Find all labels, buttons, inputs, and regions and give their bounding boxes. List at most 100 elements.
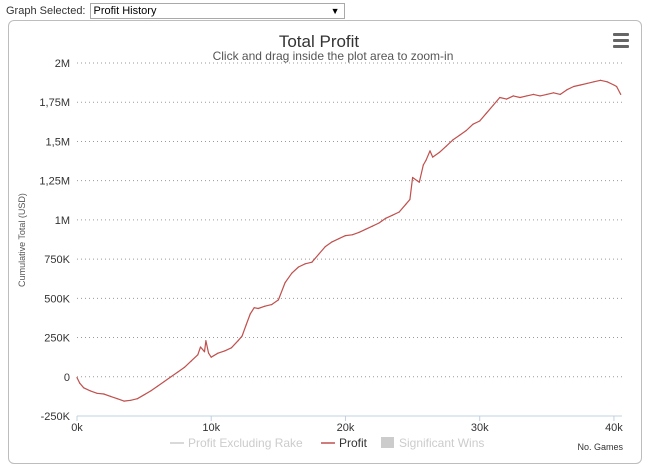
y-tick-label: 250K bbox=[44, 333, 70, 345]
profit-data-point bbox=[429, 150, 431, 152]
profit-data-point bbox=[418, 181, 420, 183]
y-axis-ticks: -250K 0 250K 500K 750K 1M 1,25M 1,5M 1,75M 2M bbox=[39, 58, 70, 423]
profit-data-point bbox=[526, 95, 528, 97]
profit-data-point bbox=[89, 390, 91, 392]
profit-data-point bbox=[83, 387, 85, 389]
y-tick-label: 750K bbox=[44, 254, 70, 266]
legend-item[interactable]: Significant Wins bbox=[381, 436, 484, 450]
profit-data-point bbox=[546, 93, 548, 95]
x-tick-label: 30k bbox=[471, 422, 489, 434]
profit-data-point bbox=[385, 217, 387, 219]
profit-data-point bbox=[116, 398, 118, 400]
profit-data-point bbox=[103, 393, 105, 395]
grid-lines bbox=[77, 62, 622, 378]
profit-data-point bbox=[241, 335, 243, 337]
profit-data-point bbox=[398, 211, 400, 213]
profit-data-point bbox=[177, 371, 179, 373]
profit-data-point bbox=[277, 299, 279, 301]
profit-data-point bbox=[123, 400, 125, 402]
legend-square-icon bbox=[381, 437, 394, 448]
profit-data-point bbox=[378, 222, 380, 224]
profit-data-point bbox=[249, 313, 251, 315]
legend-item[interactable]: Profit bbox=[321, 436, 368, 450]
profit-data-point bbox=[318, 253, 320, 255]
profit-data-point bbox=[422, 164, 424, 166]
dropdown-arrow-icon[interactable]: ▼ bbox=[330, 6, 340, 16]
profit-data-point bbox=[311, 261, 313, 263]
series-layer bbox=[76, 79, 622, 402]
profit-data-point bbox=[532, 93, 535, 95]
y-tick-label: 1,5M bbox=[46, 136, 70, 148]
profit-data-point bbox=[519, 96, 521, 99]
profit-data-point bbox=[552, 92, 555, 94]
profit-data-point bbox=[324, 246, 326, 248]
x-axis-title: No. Games bbox=[577, 442, 623, 452]
chart-legend[interactable]: Profit Excluding Rake Profit Significant W… bbox=[170, 436, 484, 450]
profit-data-point bbox=[224, 350, 226, 352]
profit-data-point bbox=[365, 228, 367, 230]
profit-data-point bbox=[438, 151, 440, 153]
profit-data-point bbox=[566, 89, 568, 91]
profit-data-point bbox=[452, 139, 454, 141]
profit-data-point bbox=[445, 145, 447, 147]
profit-data-point bbox=[304, 263, 306, 265]
x-tick-label: 10k bbox=[202, 422, 220, 434]
profit-data-point bbox=[371, 225, 373, 227]
profit-data-point bbox=[79, 382, 81, 384]
chart-title: Total Profit bbox=[279, 32, 360, 51]
profit-data-point bbox=[199, 346, 202, 348]
profit-data-point bbox=[506, 98, 508, 100]
profit-data-point bbox=[208, 352, 210, 354]
profit-data-point bbox=[217, 352, 219, 354]
profit-data-point bbox=[499, 96, 501, 99]
profit-data-point bbox=[573, 85, 575, 88]
profit-data-point bbox=[465, 129, 467, 132]
profit-data-point bbox=[539, 95, 541, 97]
profit-data-point bbox=[459, 134, 461, 136]
profit-data-point bbox=[130, 399, 132, 401]
profit-data-point bbox=[257, 307, 259, 310]
profit-data-point bbox=[245, 324, 247, 326]
profit-data-point bbox=[230, 347, 232, 349]
chart-subtitle: Click and drag inside the plot area to z… bbox=[213, 49, 454, 63]
profit-data-point bbox=[331, 241, 333, 243]
x-tick-label: 20k bbox=[337, 422, 355, 434]
profit-data-point bbox=[150, 390, 152, 392]
profit-data-point bbox=[136, 398, 138, 400]
profit-data-point bbox=[391, 214, 394, 216]
y-tick-label: 1M bbox=[55, 215, 70, 227]
profit-data-point bbox=[190, 360, 192, 362]
profit-data-point bbox=[271, 304, 273, 306]
profit-data-point bbox=[613, 84, 615, 86]
profit-data-point bbox=[586, 82, 588, 84]
profit-data-point bbox=[479, 120, 481, 122]
graph-selector-bar: Graph Selected: Profit History ▼ bbox=[6, 3, 345, 19]
legend-label: Profit Excluding Rake bbox=[188, 436, 303, 450]
profit-data-point bbox=[253, 307, 255, 309]
profit-data-point bbox=[264, 305, 266, 307]
y-tick-label: -250K bbox=[41, 411, 71, 423]
profit-data-point bbox=[485, 112, 487, 114]
profit-data-point bbox=[616, 85, 618, 88]
y-tick-label: 1,25M bbox=[39, 176, 70, 188]
profit-data-point bbox=[197, 354, 199, 356]
profit-data-point bbox=[358, 231, 360, 233]
profit-data-point bbox=[405, 203, 407, 205]
profit-data-point bbox=[205, 340, 207, 342]
graph-select-value: Profit History bbox=[93, 5, 157, 17]
profit-data-point bbox=[163, 380, 165, 383]
legend-item[interactable]: Profit Excluding Rake bbox=[170, 436, 303, 450]
profit-data-point bbox=[512, 95, 514, 97]
profit-data-point bbox=[156, 385, 159, 387]
profit-data-point bbox=[110, 395, 112, 397]
y-tick-label: 2M bbox=[55, 58, 70, 70]
profit-data-point bbox=[291, 272, 293, 274]
profit-data-point bbox=[297, 266, 300, 268]
profit-data-point bbox=[559, 93, 561, 95]
profit-data-point bbox=[579, 84, 582, 86]
profit-data-point bbox=[425, 159, 427, 161]
hamburger-menu-icon[interactable] bbox=[613, 33, 629, 48]
profit-data-point bbox=[203, 351, 206, 353]
graph-select-dropdown[interactable]: Profit History ▼ bbox=[89, 3, 345, 19]
